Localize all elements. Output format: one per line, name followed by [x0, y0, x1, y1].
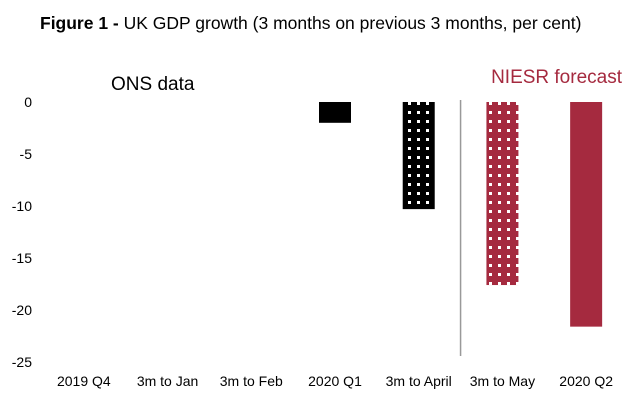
niesr-forecast-annotation: NIESR forecast [491, 67, 623, 88]
x-tick-label: 2020 Q2 [559, 373, 613, 389]
x-tick-label: 3m to May [470, 373, 535, 389]
bars [319, 102, 603, 327]
figure-title: Figure 1 - UK GDP growth (3 months on pr… [40, 13, 581, 34]
bar-2020-q2 [570, 102, 603, 327]
y-tick-label: -25 [12, 354, 32, 370]
x-axis-ticks: 2019 Q4 3m to Jan 3m to Feb 2020 Q1 3m to Ap… [57, 373, 613, 389]
x-tick-label: 2019 Q4 [57, 373, 111, 389]
y-axis-ticks: 0 -5 -10 -15 -20 -25 [12, 94, 32, 370]
x-tick-label: 3m to Jan [137, 373, 198, 389]
bar-3m-to-april [402, 102, 435, 210]
ons-data-annotation: ONS data [111, 74, 195, 95]
bar-3m-to-may [486, 102, 519, 286]
x-tick-label: 3m to April [386, 373, 452, 389]
bar-2020-q1 [319, 102, 351, 123]
x-tick-label: 2020 Q1 [308, 373, 362, 389]
y-tick-label: -5 [20, 146, 33, 162]
x-tick-label: 3m to Feb [220, 373, 283, 389]
y-tick-label: -20 [12, 302, 32, 318]
figure-title-text: UK GDP growth (3 months on previous 3 mo… [123, 13, 582, 33]
figure-label: Figure 1 - [40, 13, 124, 33]
y-tick-label: -15 [12, 250, 32, 266]
y-tick-label: 0 [24, 94, 32, 110]
y-tick-label: -10 [12, 198, 32, 214]
